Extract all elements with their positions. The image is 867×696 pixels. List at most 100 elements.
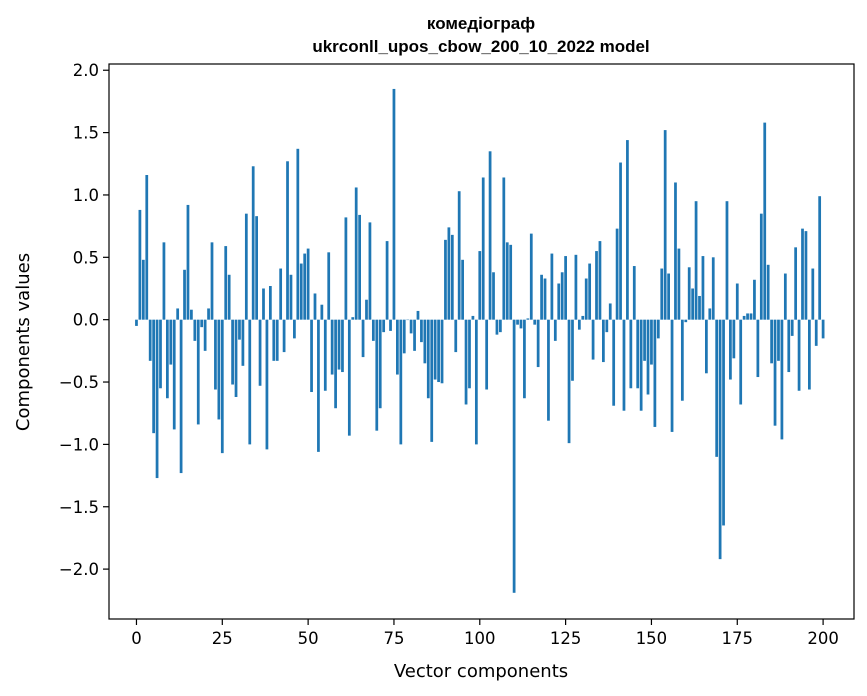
bar-93 — [454, 319, 458, 353]
bar-76 — [396, 319, 399, 375]
bar-181 — [756, 319, 760, 378]
bar-199 — [818, 196, 822, 320]
bar-155 — [667, 273, 670, 320]
bar-142 — [622, 319, 626, 411]
bar-161 — [687, 267, 691, 320]
bar-59 — [337, 319, 341, 370]
bar-78 — [402, 319, 406, 354]
bar-96 — [464, 319, 468, 405]
bar-90 — [444, 239, 447, 320]
bar-147 — [639, 319, 643, 411]
bar-117 — [536, 319, 540, 368]
bar-31 — [241, 319, 245, 366]
bar-162 — [691, 288, 695, 320]
bar-89 — [440, 319, 444, 384]
bar-3 — [145, 175, 149, 320]
bar-110 — [512, 319, 516, 593]
bar-22 — [210, 242, 214, 320]
bar-200 — [821, 319, 825, 339]
bar-173 — [729, 319, 732, 380]
bar-86 — [430, 319, 434, 442]
bar-146 — [636, 319, 640, 389]
bar-50 — [306, 248, 310, 320]
bar-74 — [389, 319, 392, 331]
bar-27 — [227, 274, 231, 320]
bar-153 — [660, 268, 664, 320]
bar-124 — [560, 272, 564, 320]
bar-40 — [272, 319, 276, 361]
bar-44 — [286, 161, 289, 320]
bar-63 — [351, 317, 355, 320]
bar-34 — [251, 166, 255, 320]
bar-189 — [783, 273, 787, 320]
y-axis: 2.0 1.5 1.0 0.5 0.0 −0.5 −1.0 −1.5 −2.0 — [59, 61, 109, 579]
bar-141 — [619, 162, 622, 320]
bar-192 — [794, 247, 798, 320]
bar-55 — [323, 319, 327, 391]
bar-131 — [584, 278, 588, 320]
bar-158 — [677, 248, 681, 320]
bar-157 — [674, 182, 677, 320]
bar-130 — [581, 315, 585, 320]
bar-6 — [155, 319, 159, 479]
bar-95 — [461, 259, 464, 320]
bar-20 — [203, 319, 207, 351]
bar-92 — [450, 234, 454, 320]
bar-159 — [680, 319, 684, 401]
bar-178 — [746, 313, 749, 320]
bar-16 — [190, 309, 193, 320]
bar-132 — [588, 263, 592, 320]
bar-139 — [612, 319, 616, 406]
bar-0 — [135, 319, 138, 326]
bar-186 — [773, 319, 777, 426]
bar-5 — [152, 319, 156, 434]
y-tick-label: −1.0 — [59, 435, 99, 454]
y-tick-label: −1.5 — [59, 498, 99, 517]
bar-51 — [310, 319, 313, 393]
bar-83 — [420, 319, 423, 343]
bar-75 — [392, 88, 396, 320]
y-tick-label: 2.0 — [73, 61, 99, 80]
bar-190 — [787, 319, 791, 373]
bar-13 — [179, 319, 183, 474]
bar-33 — [248, 319, 252, 445]
bar-8 — [162, 242, 166, 320]
bar-198 — [814, 319, 818, 346]
bar-1 — [138, 209, 142, 320]
bar-24 — [217, 319, 221, 420]
x-tick-label: 50 — [298, 629, 319, 648]
bar-61 — [344, 217, 348, 320]
bar-109 — [509, 244, 513, 320]
bar-193 — [797, 319, 801, 391]
bar-108 — [505, 242, 509, 320]
bar-121 — [550, 253, 554, 320]
bar-129 — [577, 319, 581, 330]
bar-58 — [334, 319, 337, 409]
bar-84 — [423, 319, 427, 364]
bar-138 — [608, 303, 612, 320]
bar-2 — [141, 259, 145, 320]
bar-126 — [567, 319, 571, 444]
bar-106 — [499, 319, 502, 333]
bar-45 — [289, 274, 293, 320]
bar-137 — [605, 319, 609, 333]
bar-9 — [165, 319, 169, 399]
bar-12 — [176, 308, 180, 320]
bar-87 — [433, 319, 437, 380]
bar-164 — [698, 295, 701, 320]
bar-98 — [471, 315, 475, 320]
bar-47 — [296, 148, 300, 320]
bar-156 — [670, 319, 674, 432]
bar-23 — [214, 319, 217, 390]
chart-title-line-1: комедіограф — [427, 14, 535, 33]
bar-71 — [378, 319, 382, 409]
bar-77 — [399, 319, 403, 445]
bar-67 — [365, 299, 368, 320]
x-tick-label: 0 — [131, 629, 142, 648]
bar-135 — [598, 241, 602, 320]
bar-182 — [759, 213, 763, 320]
y-tick-label: −0.5 — [59, 373, 99, 392]
bar-48 — [299, 263, 303, 320]
y-tick-label: 1.0 — [73, 186, 99, 205]
bar-28 — [231, 319, 234, 385]
